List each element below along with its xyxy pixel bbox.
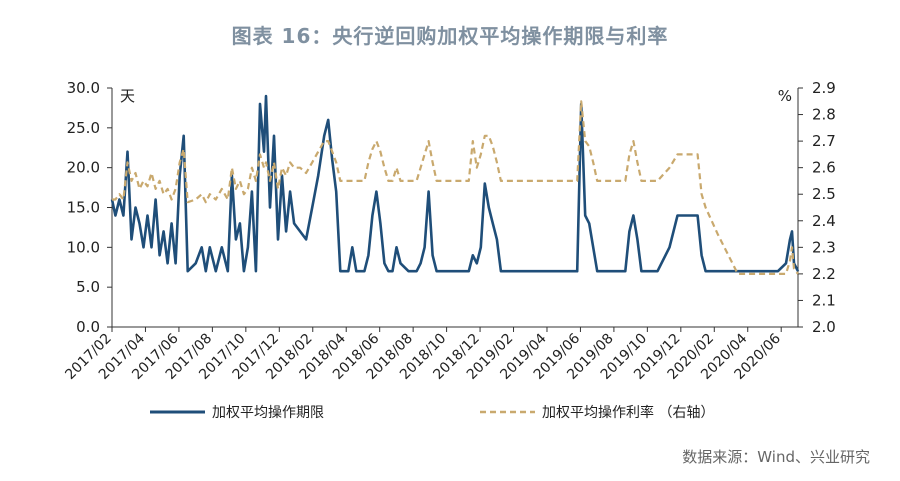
right-tick-label: 2.5 — [812, 185, 836, 203]
right-tick-label: 2.6 — [812, 159, 836, 177]
legend-label-rate: 加权平均操作利率 （右轴） — [542, 404, 714, 421]
left-tick-label: 15.0 — [67, 199, 100, 217]
right-tick-label: 2.4 — [812, 212, 836, 230]
left-tick-label: 0.0 — [76, 318, 100, 336]
right-tick-label: 2.1 — [812, 291, 836, 309]
source-note: 数据来源：Wind、兴业研究 — [682, 448, 870, 466]
legend-label-duration: 加权平均操作期限 — [212, 405, 324, 421]
left-tick-label: 10.0 — [67, 238, 100, 256]
right-tick-label: 2.2 — [812, 265, 836, 283]
chart-title: 图表 16：央行逆回购加权平均操作期限与利率 — [231, 24, 669, 48]
right-tick-label: 2.3 — [812, 238, 836, 256]
legend-group: 加权平均操作期限 加权平均操作利率 （右轴） — [150, 404, 714, 421]
series-line-duration — [110, 94, 800, 273]
left-tick-label: 30.0 — [67, 79, 100, 97]
right-tick-label: 2.8 — [812, 106, 836, 124]
series-line-rate — [112, 100, 799, 275]
left-axis-unit: 天 — [120, 87, 135, 105]
right-tick-label: 2.0 — [812, 318, 836, 336]
right-tick-label: 2.7 — [812, 132, 836, 150]
left-tick-label: 20.0 — [67, 159, 100, 177]
left-tick-label: 25.0 — [67, 119, 100, 137]
right-tick-label: 2.9 — [812, 79, 836, 97]
right-axis-unit: % — [778, 87, 792, 105]
series-group — [110, 94, 800, 275]
left-tick-label: 5.0 — [76, 278, 100, 296]
